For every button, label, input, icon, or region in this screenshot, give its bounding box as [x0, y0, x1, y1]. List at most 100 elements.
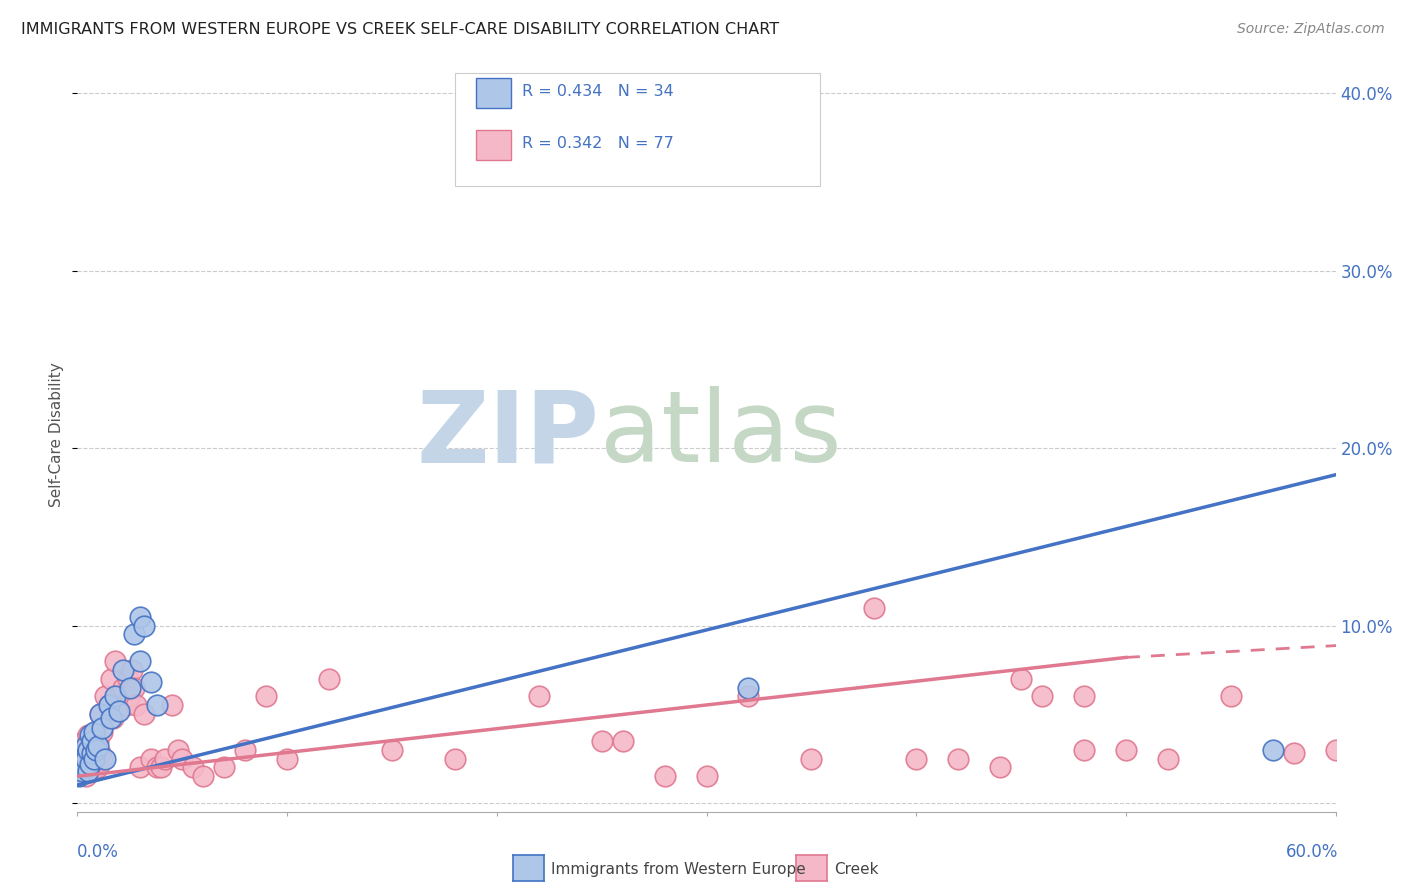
Point — [97, 698, 120, 713]
Point — [105, 704, 128, 718]
Point — [1115, 742, 1137, 756]
Point — [93, 690, 115, 704]
Point — [83, 742, 105, 756]
Text: Source: ZipAtlas.com: Source: ZipAtlas.com — [1237, 22, 1385, 37]
Point — [76, 764, 98, 778]
Point — [191, 769, 215, 783]
Point — [76, 742, 98, 756]
Point — [70, 760, 93, 774]
Point — [76, 751, 98, 765]
Point — [129, 609, 152, 624]
Point — [75, 769, 97, 783]
Point — [212, 760, 235, 774]
Text: Creek: Creek — [834, 863, 879, 877]
Point — [108, 704, 131, 718]
Point — [89, 707, 111, 722]
Point — [167, 742, 190, 756]
Point — [93, 751, 115, 765]
Point — [1073, 742, 1095, 756]
Point — [72, 756, 94, 771]
Text: atlas: atlas — [599, 386, 841, 483]
Y-axis label: Self-Care Disability: Self-Care Disability — [49, 362, 65, 508]
Point — [134, 707, 156, 722]
Point — [129, 760, 152, 774]
Point — [1031, 690, 1053, 704]
FancyBboxPatch shape — [477, 78, 512, 109]
Point — [160, 698, 183, 713]
Point — [80, 751, 103, 765]
Point — [83, 751, 105, 765]
Point — [155, 751, 177, 765]
Point — [988, 760, 1011, 774]
Point — [80, 746, 103, 760]
Point — [1324, 742, 1347, 756]
Point — [100, 672, 122, 686]
Point — [134, 618, 156, 632]
Point — [254, 690, 277, 704]
Point — [79, 756, 101, 771]
Point — [948, 751, 970, 765]
Point — [91, 751, 114, 765]
Point — [79, 760, 101, 774]
Point — [117, 672, 139, 686]
Text: R = 0.434   N = 34: R = 0.434 N = 34 — [522, 85, 673, 99]
Point — [70, 742, 93, 756]
Point — [905, 751, 928, 765]
Text: R = 0.342   N = 77: R = 0.342 N = 77 — [522, 136, 673, 151]
Point — [83, 756, 105, 771]
Point — [104, 690, 127, 704]
Point — [104, 654, 127, 668]
Point — [1157, 751, 1180, 765]
Point — [97, 698, 120, 713]
Point — [122, 681, 145, 695]
Text: 60.0%: 60.0% — [1286, 843, 1339, 861]
Point — [654, 769, 676, 783]
Point — [527, 690, 550, 704]
Point — [89, 707, 111, 722]
Point — [91, 722, 114, 736]
Point — [75, 739, 97, 753]
Point — [591, 733, 613, 747]
Point — [83, 725, 105, 739]
Point — [84, 725, 107, 739]
Point — [100, 711, 122, 725]
Point — [1219, 690, 1241, 704]
Point — [146, 760, 169, 774]
Point — [67, 764, 90, 778]
Point — [121, 663, 143, 677]
Point — [737, 681, 759, 695]
Point — [114, 698, 136, 713]
Point — [122, 627, 145, 641]
Point — [129, 654, 152, 668]
Point — [76, 729, 98, 743]
Point — [444, 751, 467, 765]
Point — [381, 742, 404, 756]
Point — [84, 742, 107, 756]
Point — [84, 746, 107, 760]
Text: 0.0%: 0.0% — [77, 843, 120, 861]
Point — [80, 733, 103, 747]
Text: IMMIGRANTS FROM WESTERN EUROPE VS CREEK SELF-CARE DISABILITY CORRELATION CHART: IMMIGRANTS FROM WESTERN EUROPE VS CREEK … — [21, 22, 779, 37]
Point — [1073, 690, 1095, 704]
Point — [118, 690, 141, 704]
Point — [863, 600, 886, 615]
Point — [233, 742, 256, 756]
Point — [75, 751, 97, 765]
Point — [70, 764, 93, 778]
Point — [79, 729, 101, 743]
Point — [150, 760, 173, 774]
Point — [101, 711, 124, 725]
Point — [737, 690, 759, 704]
Point — [318, 672, 340, 686]
Point — [89, 746, 111, 760]
Point — [75, 746, 97, 760]
Point — [118, 681, 141, 695]
FancyBboxPatch shape — [477, 129, 512, 160]
Text: Immigrants from Western Europe: Immigrants from Western Europe — [551, 863, 806, 877]
FancyBboxPatch shape — [456, 73, 820, 186]
Point — [72, 746, 94, 760]
Point — [139, 751, 162, 765]
Point — [80, 764, 103, 778]
Point — [79, 739, 101, 753]
Point — [72, 760, 94, 774]
